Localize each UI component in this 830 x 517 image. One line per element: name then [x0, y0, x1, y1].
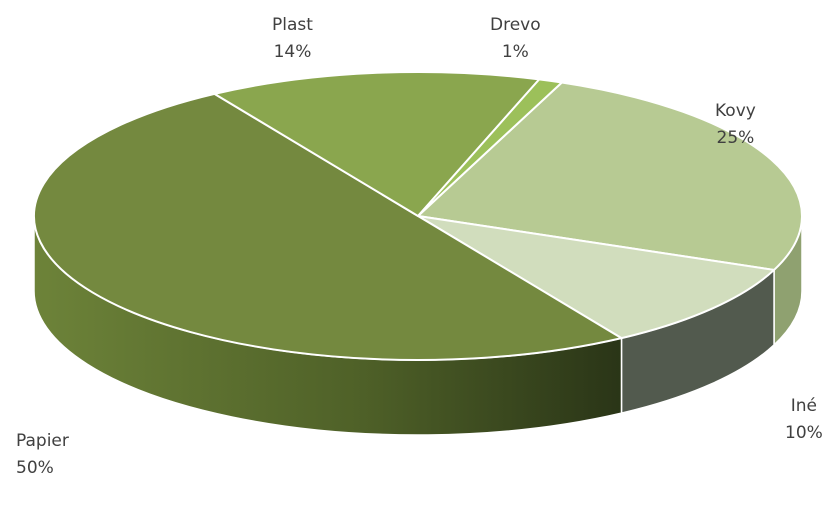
- slice-value-drevo: 1%: [501, 42, 529, 62]
- slice-value-papier: 50%: [16, 458, 54, 478]
- slice-label-plast: Plast 14%: [272, 12, 313, 66]
- slice-value-kovy: 25%: [716, 128, 755, 148]
- slice-label-kovy: Kovy 25%: [715, 98, 756, 152]
- slice-label-drevo: Drevo 1%: [490, 12, 541, 66]
- pie-slice-plast: [213, 71, 541, 217]
- pie-slice-papier: [33, 92, 623, 361]
- pie-slice-ine: [417, 215, 776, 340]
- pie-slice-kovy: [417, 81, 803, 271]
- slice-value-ine: 10%: [785, 423, 823, 443]
- slice-label-papier: Papier 50%: [16, 428, 69, 482]
- slice-name-papier: Papier: [16, 431, 69, 451]
- slice-name-plast: Plast: [272, 15, 313, 35]
- slice-name-kovy: Kovy: [715, 101, 756, 121]
- slice-name-drevo: Drevo: [490, 15, 541, 35]
- slice-name-ine: Iné: [790, 396, 818, 416]
- slice-value-plast: 14%: [273, 42, 312, 62]
- slice-label-ine: Iné 10%: [785, 393, 823, 447]
- pie-slice-drevo: [417, 78, 563, 217]
